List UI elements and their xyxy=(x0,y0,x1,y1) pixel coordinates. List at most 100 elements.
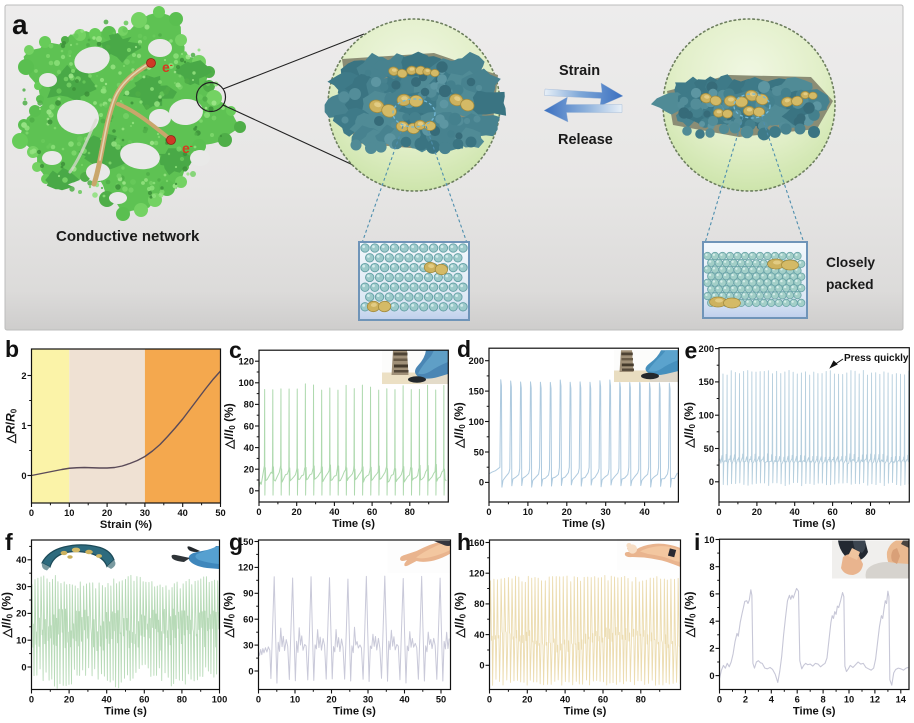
svg-text:100: 100 xyxy=(468,417,484,427)
svg-text:40: 40 xyxy=(178,508,188,518)
svg-text:50: 50 xyxy=(215,508,225,518)
svg-text:90: 90 xyxy=(243,589,253,599)
svg-text:0: 0 xyxy=(486,507,491,517)
svg-text:△I/I0 (%): △I/I0 (%) xyxy=(683,592,698,639)
svg-text:160: 160 xyxy=(469,538,485,548)
svg-text:0: 0 xyxy=(716,507,721,517)
svg-text:100: 100 xyxy=(698,411,714,421)
svg-text:80: 80 xyxy=(865,507,875,517)
svg-text:Time (s): Time (s) xyxy=(332,518,375,530)
svg-text:40: 40 xyxy=(102,695,112,705)
svg-text:0: 0 xyxy=(249,486,254,496)
svg-text:e: e xyxy=(685,338,698,364)
svg-text:0: 0 xyxy=(29,695,34,705)
svg-text:i: i xyxy=(694,529,700,555)
svg-text:150: 150 xyxy=(468,386,484,396)
svg-text:Closely: Closely xyxy=(826,255,875,270)
svg-text:Time (s): Time (s) xyxy=(564,706,607,718)
svg-text:20: 20 xyxy=(16,609,26,619)
svg-text:80: 80 xyxy=(405,507,415,517)
svg-text:Press quickly: Press quickly xyxy=(844,353,909,364)
svg-text:Release: Release xyxy=(558,132,613,148)
svg-text:60: 60 xyxy=(598,695,608,705)
svg-text:20: 20 xyxy=(64,695,74,705)
svg-text:30: 30 xyxy=(16,582,26,592)
svg-text:8: 8 xyxy=(821,695,826,705)
svg-text:4: 4 xyxy=(769,695,775,705)
svg-text:40: 40 xyxy=(790,507,800,517)
svg-text:6: 6 xyxy=(795,695,800,705)
svg-text:e-: e- xyxy=(182,140,193,156)
svg-text:e-: e- xyxy=(162,59,173,75)
svg-text:b: b xyxy=(5,336,19,362)
svg-text:200: 200 xyxy=(468,356,484,366)
svg-text:20: 20 xyxy=(292,507,302,517)
svg-text:150: 150 xyxy=(698,377,714,387)
svg-text:Time (s): Time (s) xyxy=(333,706,376,718)
svg-text:40: 40 xyxy=(474,630,484,640)
svg-text:30: 30 xyxy=(243,640,253,650)
svg-text:100: 100 xyxy=(238,378,254,388)
svg-text:△R/R0: △R/R0 xyxy=(4,408,19,444)
svg-text:80: 80 xyxy=(244,400,254,410)
svg-text:20: 20 xyxy=(326,695,336,705)
svg-text:40: 40 xyxy=(639,507,649,517)
svg-text:20: 20 xyxy=(562,507,572,517)
svg-text:d: d xyxy=(457,336,471,362)
svg-text:10: 10 xyxy=(16,636,26,646)
svg-text:packed: packed xyxy=(826,277,874,292)
svg-text:Time (s): Time (s) xyxy=(104,706,147,718)
svg-text:h: h xyxy=(457,529,471,555)
svg-text:30: 30 xyxy=(363,695,373,705)
svg-text:60: 60 xyxy=(827,507,837,517)
svg-text:10: 10 xyxy=(844,695,854,705)
svg-text:Time (s): Time (s) xyxy=(793,518,836,530)
svg-text:2: 2 xyxy=(743,695,748,705)
svg-text:0: 0 xyxy=(256,507,261,517)
svg-text:0: 0 xyxy=(256,695,261,705)
svg-text:6: 6 xyxy=(709,589,714,599)
svg-text:14: 14 xyxy=(896,695,907,705)
svg-text:0: 0 xyxy=(479,661,484,671)
svg-text:△I/I0 (%): △I/I0 (%) xyxy=(682,402,697,449)
svg-text:60: 60 xyxy=(367,507,377,517)
svg-text:Time (s): Time (s) xyxy=(562,518,605,530)
svg-text:80: 80 xyxy=(177,695,187,705)
svg-text:60: 60 xyxy=(243,615,253,625)
svg-text:200: 200 xyxy=(698,344,714,354)
svg-text:12: 12 xyxy=(870,695,880,705)
svg-text:40: 40 xyxy=(244,443,254,453)
svg-text:40: 40 xyxy=(16,555,26,565)
svg-text:40: 40 xyxy=(560,695,570,705)
svg-text:10: 10 xyxy=(704,535,714,545)
svg-text:50: 50 xyxy=(704,444,714,454)
svg-text:△I/I0 (%): △I/I0 (%) xyxy=(0,592,15,639)
svg-text:2: 2 xyxy=(21,371,26,381)
svg-text:0: 0 xyxy=(21,662,26,672)
svg-text:0: 0 xyxy=(21,471,26,481)
svg-text:△I/I0 (%): △I/I0 (%) xyxy=(452,402,467,449)
svg-text:40: 40 xyxy=(399,695,409,705)
svg-text:Time (s): Time (s) xyxy=(793,706,836,718)
svg-text:60: 60 xyxy=(244,421,254,431)
svg-text:30: 30 xyxy=(601,507,611,517)
svg-text:10: 10 xyxy=(523,507,533,517)
svg-text:10: 10 xyxy=(290,695,300,705)
svg-text:a: a xyxy=(12,9,28,40)
svg-text:8: 8 xyxy=(709,562,714,572)
svg-text:60: 60 xyxy=(139,695,149,705)
svg-text:2: 2 xyxy=(709,644,714,654)
svg-text:50: 50 xyxy=(436,695,446,705)
svg-text:Strain (%): Strain (%) xyxy=(100,519,152,531)
svg-text:1: 1 xyxy=(21,421,26,431)
svg-text:0: 0 xyxy=(709,671,714,681)
svg-text:20: 20 xyxy=(522,695,532,705)
svg-text:20: 20 xyxy=(752,507,762,517)
svg-text:120: 120 xyxy=(238,563,254,573)
svg-text:0: 0 xyxy=(479,478,484,488)
svg-text:c: c xyxy=(229,337,242,363)
svg-text:10: 10 xyxy=(64,508,74,518)
svg-text:50: 50 xyxy=(474,447,484,457)
svg-text:100: 100 xyxy=(212,695,228,705)
svg-text:80: 80 xyxy=(636,695,646,705)
